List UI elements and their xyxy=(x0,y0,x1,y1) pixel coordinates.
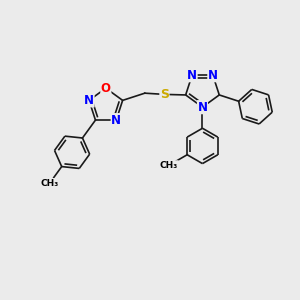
Text: N: N xyxy=(111,114,121,127)
Text: CH₃: CH₃ xyxy=(160,161,178,170)
Text: O: O xyxy=(101,82,111,95)
Text: N: N xyxy=(208,69,218,82)
Text: N: N xyxy=(84,94,94,107)
Text: CH₃: CH₃ xyxy=(40,178,59,188)
Text: N: N xyxy=(197,101,208,114)
Text: S: S xyxy=(160,88,169,101)
Text: N: N xyxy=(187,69,197,82)
